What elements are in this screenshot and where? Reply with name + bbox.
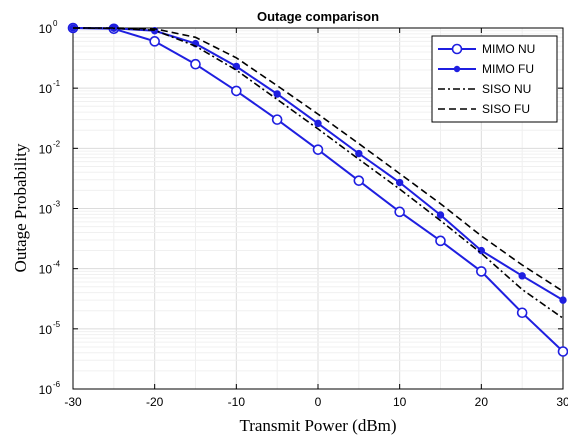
point-mimo-nu	[190, 58, 201, 70]
point-mimo-fu	[518, 272, 526, 280]
x-tick-label: 20	[475, 395, 489, 409]
point-mimo-nu	[231, 85, 242, 97]
y-tick-label: 10	[39, 82, 53, 96]
point-mimo-nu	[394, 206, 405, 218]
y-tick-label: 10	[39, 383, 53, 397]
y-tick-label: 10	[39, 142, 53, 156]
point-mimo-fu	[314, 119, 322, 128]
y-tick-exponent: -4	[53, 260, 61, 269]
chart-title: Outage comparison	[257, 9, 379, 24]
x-tick-label: 0	[315, 395, 322, 409]
point-mimo-fu	[355, 149, 363, 158]
x-tick-label: -20	[146, 395, 164, 409]
point-mimo-nu	[476, 266, 487, 277]
y-tick-label: 10	[39, 22, 53, 36]
point-mimo-nu	[516, 307, 528, 319]
x-tick-label: -10	[228, 395, 246, 409]
point-mimo-fu	[436, 211, 445, 219]
x-axis-label: Transmit Power (dBm)	[239, 416, 396, 435]
x-tick-label: 30	[556, 395, 568, 409]
legend-label-mimo-fu: MIMO FU	[482, 62, 534, 76]
point-mimo-nu	[557, 346, 568, 357]
grid	[72, 28, 564, 390]
point-mimo-nu	[312, 144, 324, 155]
y-tick-exponent: -2	[53, 139, 61, 148]
point-mimo-fu	[395, 178, 404, 187]
legend-marker-mimo-fu	[453, 65, 461, 73]
legend: MIMO NU MIMO FU SISO NU SISO FU	[431, 35, 558, 123]
y-tick-exponent: -5	[53, 320, 61, 329]
y-tick-exponent: -3	[53, 200, 61, 209]
point-mimo-nu	[271, 114, 283, 125]
point-mimo-fu	[232, 62, 241, 71]
y-tick-exponent: 0	[53, 19, 58, 28]
legend-label-siso-nu: SISO NU	[482, 82, 531, 96]
y-tick-label: 10	[39, 263, 53, 277]
x-tick-label: 10	[393, 395, 407, 409]
legend-marker-mimo-nu	[451, 43, 463, 55]
point-mimo-nu	[353, 175, 365, 186]
series-line-siso-fu	[73, 27, 564, 292]
y-axis-label: Outage Probability	[11, 143, 30, 272]
y-tick-label: 10	[39, 323, 53, 337]
series-group	[67, 22, 568, 357]
y-tick-label: 10	[39, 203, 53, 217]
x-tick-label: -30	[64, 395, 82, 409]
point-mimo-fu	[273, 90, 281, 98]
y-tick-exponent: -6	[53, 380, 61, 389]
point-mimo-fu	[559, 296, 567, 304]
legend-label-siso-fu: SISO FU	[482, 102, 530, 116]
legend-label-mimo-nu: MIMO NU	[482, 42, 535, 56]
series-line-siso-nu	[72, 27, 564, 319]
point-mimo-nu	[435, 235, 446, 247]
point-mimo-nu	[149, 36, 160, 47]
y-tick-exponent: -1	[53, 79, 61, 88]
